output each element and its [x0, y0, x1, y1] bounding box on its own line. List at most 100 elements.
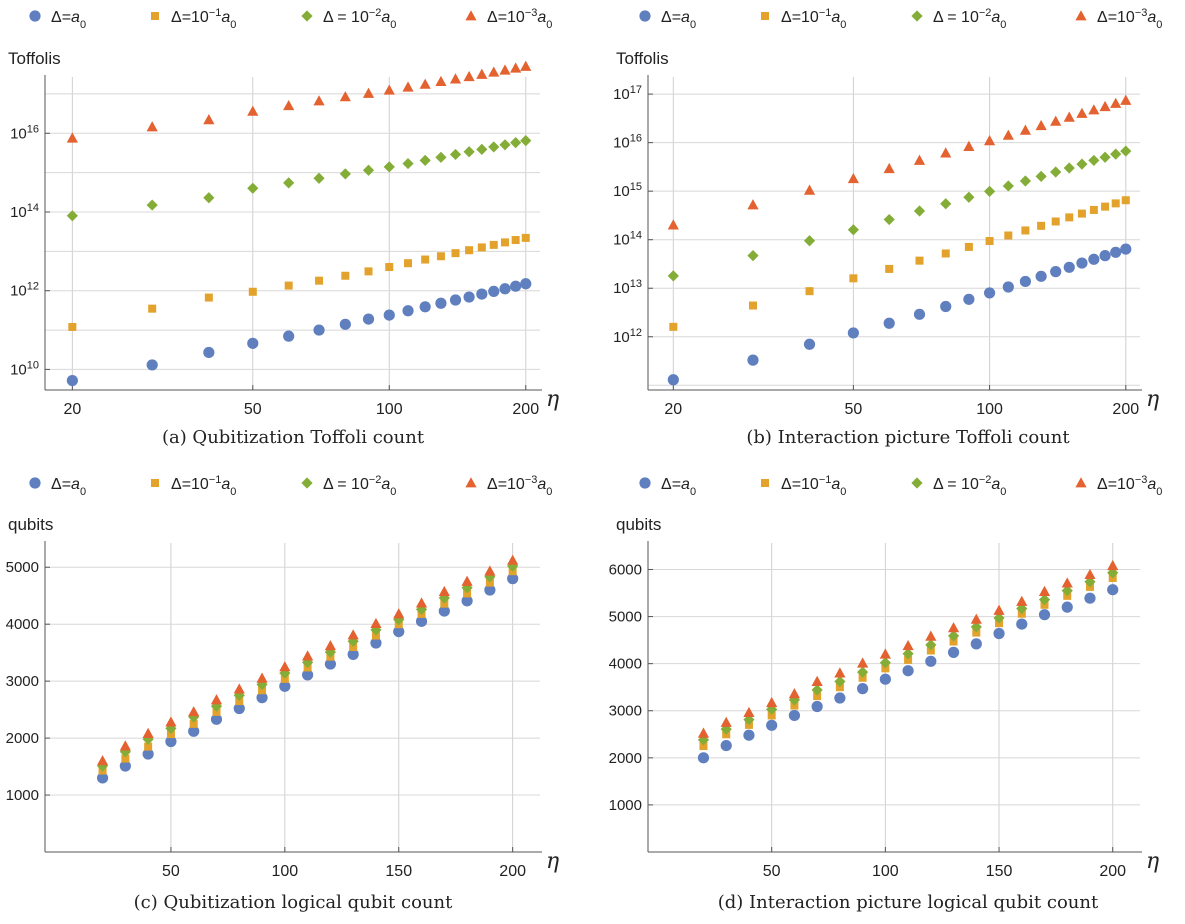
series-a1 — [68, 233, 530, 331]
data-point — [1038, 585, 1051, 597]
legend-marker-a0 — [639, 477, 651, 489]
data-point — [435, 297, 447, 309]
data-point — [362, 87, 375, 98]
data-point — [1099, 250, 1111, 262]
data-point — [421, 255, 430, 264]
data-point — [477, 243, 486, 252]
data-point — [415, 597, 428, 608]
figure-caption: (c) Qubitization logical qubit count — [134, 892, 453, 913]
legend-label-a1: Δ=10−1a0 — [171, 474, 236, 498]
data-point — [902, 648, 914, 660]
data-point — [857, 666, 869, 678]
data-point — [507, 554, 519, 565]
data-point — [720, 716, 732, 727]
data-point — [983, 185, 996, 197]
data-point — [669, 322, 678, 331]
data-point — [449, 294, 462, 306]
data-point — [963, 191, 975, 203]
data-point — [68, 322, 77, 331]
y-tick-label: 1012 — [613, 327, 642, 346]
data-point — [1004, 231, 1013, 240]
data-point — [119, 740, 131, 751]
gridlines — [45, 77, 540, 390]
data-point — [993, 612, 1005, 624]
data-point — [1120, 145, 1132, 157]
data-point — [419, 301, 431, 313]
data-point — [324, 646, 336, 658]
legend-marker-a1 — [151, 12, 159, 20]
chart-panel-2: Δ=a0 Δ=10−1a0 Δ = 10−2a0 Δ=10−3a0 qubits 50 10… — [6, 474, 560, 913]
data-point — [813, 692, 822, 701]
series-a0 — [66, 278, 532, 387]
data-point — [1101, 202, 1110, 211]
data-point — [415, 603, 428, 615]
data-point — [146, 359, 158, 371]
data-point — [667, 270, 679, 282]
data-point — [857, 657, 869, 668]
data-point — [1063, 261, 1075, 273]
data-point — [146, 121, 158, 132]
data-point — [1089, 205, 1098, 214]
y-tick-label: 1000 — [609, 797, 642, 814]
data-point — [362, 164, 375, 176]
data-point — [925, 655, 937, 667]
data-point — [476, 68, 488, 79]
data-point — [324, 658, 336, 670]
data-point — [256, 692, 268, 704]
data-point — [258, 686, 267, 695]
data-point — [302, 650, 314, 661]
data-point — [963, 140, 975, 151]
data-point — [940, 147, 952, 158]
data-point — [499, 139, 511, 151]
y-tick-label: 4000 — [609, 656, 642, 673]
data-point — [834, 675, 846, 688]
legend-marker-a2 — [301, 10, 313, 22]
data-point — [972, 628, 981, 637]
data-point — [148, 304, 157, 313]
data-point — [283, 99, 295, 111]
data-point — [463, 146, 475, 158]
data-point — [1065, 213, 1074, 222]
series-a1 — [669, 196, 1130, 331]
data-point — [849, 274, 858, 283]
y-tick-label: 1013 — [613, 278, 642, 297]
data-point — [1016, 595, 1028, 606]
y-tick-label: 3000 — [609, 703, 642, 720]
data-point — [385, 263, 394, 272]
data-point — [1021, 226, 1030, 235]
figure-caption: (b) Interaction picture Toffoli count — [746, 427, 1070, 448]
data-point — [1063, 111, 1075, 122]
gridlines — [648, 77, 1140, 390]
data-point — [402, 81, 414, 92]
x-tick-label: 50 — [763, 863, 781, 880]
data-point — [247, 337, 259, 349]
data-point — [1038, 594, 1051, 606]
data-point — [233, 683, 245, 694]
y-tick-label: 1012 — [10, 281, 39, 300]
data-point — [834, 667, 846, 678]
data-point — [520, 60, 532, 71]
data-point — [279, 661, 291, 672]
legend-label-a1: Δ=10−1a0 — [171, 7, 236, 31]
legend-marker-a1 — [761, 12, 769, 20]
legend-label-a2: Δ = 10−2a0 — [323, 474, 396, 498]
data-point — [1035, 119, 1047, 131]
data-point — [940, 198, 952, 210]
data-point — [1107, 559, 1119, 571]
legend-label-a3: Δ=10−3a0 — [487, 474, 552, 498]
y-tick-label: 2000 — [609, 750, 642, 767]
figure-caption: (d) Interaction picture logical qubit co… — [718, 892, 1099, 913]
data-point — [879, 657, 891, 669]
x-tick-label: 20 — [664, 401, 682, 418]
data-point — [1110, 148, 1122, 160]
data-point — [419, 154, 431, 166]
gridlines — [45, 543, 540, 852]
y-tick-label: 5000 — [6, 559, 39, 576]
data-point — [720, 739, 732, 752]
data-point — [371, 631, 380, 640]
data-point — [983, 135, 996, 146]
x-tick-label: 200 — [1099, 863, 1126, 880]
series-a3 — [667, 94, 1132, 230]
data-point — [1076, 257, 1088, 269]
